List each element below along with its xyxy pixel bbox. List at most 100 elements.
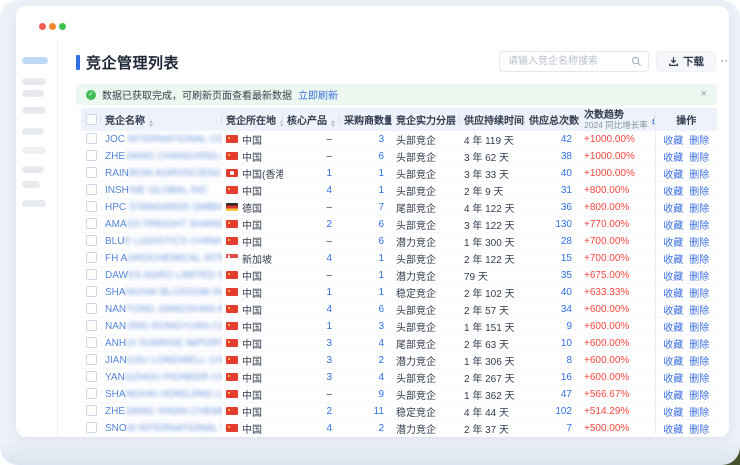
sidebar-item[interactable]	[22, 166, 44, 173]
delete-link[interactable]: 删除	[689, 203, 710, 215]
favorite-link[interactable]: 收藏	[663, 220, 684, 232]
company-name-link[interactable]: SNOW INTERNATIONAL TRADING ...	[105, 423, 222, 434]
delete-link[interactable]: 删除	[689, 237, 710, 249]
row-checkbox[interactable]	[85, 218, 97, 230]
select-all-checkbox[interactable]	[85, 113, 97, 125]
maximize-window-icon[interactable]	[59, 23, 66, 30]
close-notice-icon[interactable]: ×	[700, 88, 707, 100]
favorite-link[interactable]: 收藏	[663, 169, 684, 181]
sort-caret-icon[interactable]	[149, 120, 153, 127]
delete-link[interactable]: 删除	[689, 322, 710, 334]
sidebar-item[interactable]	[22, 78, 46, 85]
favorite-link[interactable]: 收藏	[663, 373, 684, 385]
row-checkbox[interactable]	[85, 269, 97, 281]
delete-link[interactable]: 删除	[689, 356, 710, 368]
sidebar-item[interactable]	[22, 181, 40, 188]
sidebar-item[interactable]	[22, 107, 46, 114]
row-checkbox[interactable]	[85, 201, 97, 213]
company-name-link[interactable]: SHANGHAI HONGJING LOGITSTI...	[105, 389, 222, 400]
row-checkbox[interactable]	[85, 405, 97, 417]
sidebar-item[interactable]	[22, 128, 44, 135]
delete-link[interactable]: 删除	[689, 339, 710, 351]
favorite-link[interactable]: 收藏	[663, 254, 684, 266]
delete-link[interactable]: 删除	[689, 152, 710, 164]
column-header-duration[interactable]: 供应持续时间	[460, 108, 525, 131]
favorite-link[interactable]: 收藏	[663, 339, 684, 351]
sort-caret-icon[interactable]	[331, 120, 335, 127]
company-name-link[interactable]: JIANGSU LONGWELL CHEMICAL ...	[105, 355, 222, 366]
delete-link[interactable]: 删除	[689, 135, 710, 147]
row-checkbox[interactable]	[85, 337, 97, 349]
delete-link[interactable]: 删除	[689, 288, 710, 300]
company-name-link[interactable]: DAWES AGRO LIMITED SHANGHA...	[105, 270, 222, 281]
download-button[interactable]: 下载	[656, 51, 716, 72]
favorite-link[interactable]: 收藏	[663, 356, 684, 368]
favorite-link[interactable]: 收藏	[663, 203, 684, 215]
delete-link[interactable]: 删除	[689, 271, 710, 283]
company-name-link[interactable]: SHANGHAI BLOSSOM INTERNATIO...	[105, 287, 222, 298]
row-checkbox[interactable]	[85, 303, 97, 315]
column-header-core[interactable]: 核心产品	[283, 108, 340, 131]
column-header-name[interactable]: 竞企名称	[101, 108, 222, 131]
column-header-trend[interactable]: 次数趋势 2024 同比增长率	[580, 108, 655, 131]
company-name-link[interactable]: ZHEJIANG XINAN CHEMICAL	[105, 406, 222, 417]
row-checkbox[interactable]	[85, 286, 97, 298]
delete-link[interactable]: 删除	[689, 305, 710, 317]
company-name-link[interactable]: HPC STANDARDS GMBH	[105, 202, 222, 213]
company-name-link[interactable]: YANGZHOU PIONEER CHEMICAL ...	[105, 372, 222, 383]
favorite-link[interactable]: 收藏	[663, 288, 684, 300]
delete-link[interactable]: 删除	[689, 254, 710, 266]
minimize-window-icon[interactable]	[49, 23, 56, 30]
row-checkbox[interactable]	[85, 388, 97, 400]
sidebar-item[interactable]	[22, 200, 46, 207]
company-name-link[interactable]: NANTONG JIANGSHAN AGROCHE...	[105, 304, 222, 315]
row-checkbox[interactable]	[85, 320, 97, 332]
favorite-link[interactable]: 收藏	[663, 271, 684, 283]
row-checkbox[interactable]	[85, 354, 97, 366]
favorite-link[interactable]: 收藏	[663, 305, 684, 317]
favorite-link[interactable]: 收藏	[663, 186, 684, 198]
search-input[interactable]	[499, 51, 649, 72]
company-name-link[interactable]: AMASS FREIGHT SHANGHAI CO LTD	[105, 219, 222, 230]
delete-link[interactable]: 删除	[689, 186, 710, 198]
close-window-icon[interactable]	[39, 23, 46, 30]
column-header-tier[interactable]: 竞企实力分层	[392, 108, 460, 131]
sidebar-item-active[interactable]	[22, 57, 48, 64]
delete-link[interactable]: 删除	[689, 220, 710, 232]
company-name-link[interactable]: NANJING RONGYUAN CO LTD	[105, 321, 222, 332]
row-checkbox[interactable]	[85, 235, 97, 247]
column-header-total[interactable]: 供应总次数	[525, 108, 580, 131]
favorite-link[interactable]: 收藏	[663, 407, 684, 419]
column-header-loc[interactable]: 竞企所在地	[222, 108, 283, 131]
company-name-link[interactable]: BLUE LOGISTICS CHINA CO LTD	[105, 236, 222, 247]
favorite-link[interactable]: 收藏	[663, 390, 684, 402]
search-icon[interactable]	[631, 56, 642, 67]
row-checkbox[interactable]	[85, 150, 97, 162]
company-name-link[interactable]: ZHEJIANG CHANGXING ZHENGSH...	[105, 151, 222, 162]
row-checkbox[interactable]	[85, 422, 97, 434]
favorite-link[interactable]: 收藏	[663, 135, 684, 147]
company-name-link[interactable]: RAINBOW AGROSCIENCE CO ...	[105, 168, 222, 179]
favorite-link[interactable]: 收藏	[663, 152, 684, 164]
refresh-now-link[interactable]: 立即刷新	[298, 91, 338, 102]
sidebar-item[interactable]	[22, 147, 46, 154]
delete-link[interactable]: 删除	[689, 373, 710, 385]
delete-link[interactable]: 删除	[689, 407, 710, 419]
favorite-link[interactable]: 收藏	[663, 424, 684, 435]
row-checkbox[interactable]	[85, 252, 97, 264]
company-name-link[interactable]: ANHUI SUNRISE IMPORT AND EXP...	[105, 338, 222, 349]
favorite-link[interactable]: 收藏	[663, 237, 684, 249]
company-name-link[interactable]: JOC INTERNATIONAL CORP	[105, 134, 222, 145]
row-checkbox[interactable]	[85, 133, 97, 145]
delete-link[interactable]: 删除	[689, 169, 710, 181]
more-options-button[interactable]: ⋯	[720, 53, 729, 68]
sidebar-item[interactable]	[22, 90, 44, 97]
delete-link[interactable]: 删除	[689, 390, 710, 402]
company-name-link[interactable]: FH AGROCHEMICAL INTERNATION...	[105, 253, 222, 264]
row-checkbox[interactable]	[85, 371, 97, 383]
column-header-buyers[interactable]: 采购商数量	[340, 108, 392, 131]
row-checkbox[interactable]	[85, 184, 97, 196]
row-checkbox[interactable]	[85, 167, 97, 179]
delete-link[interactable]: 删除	[689, 424, 710, 435]
favorite-link[interactable]: 收藏	[663, 322, 684, 334]
